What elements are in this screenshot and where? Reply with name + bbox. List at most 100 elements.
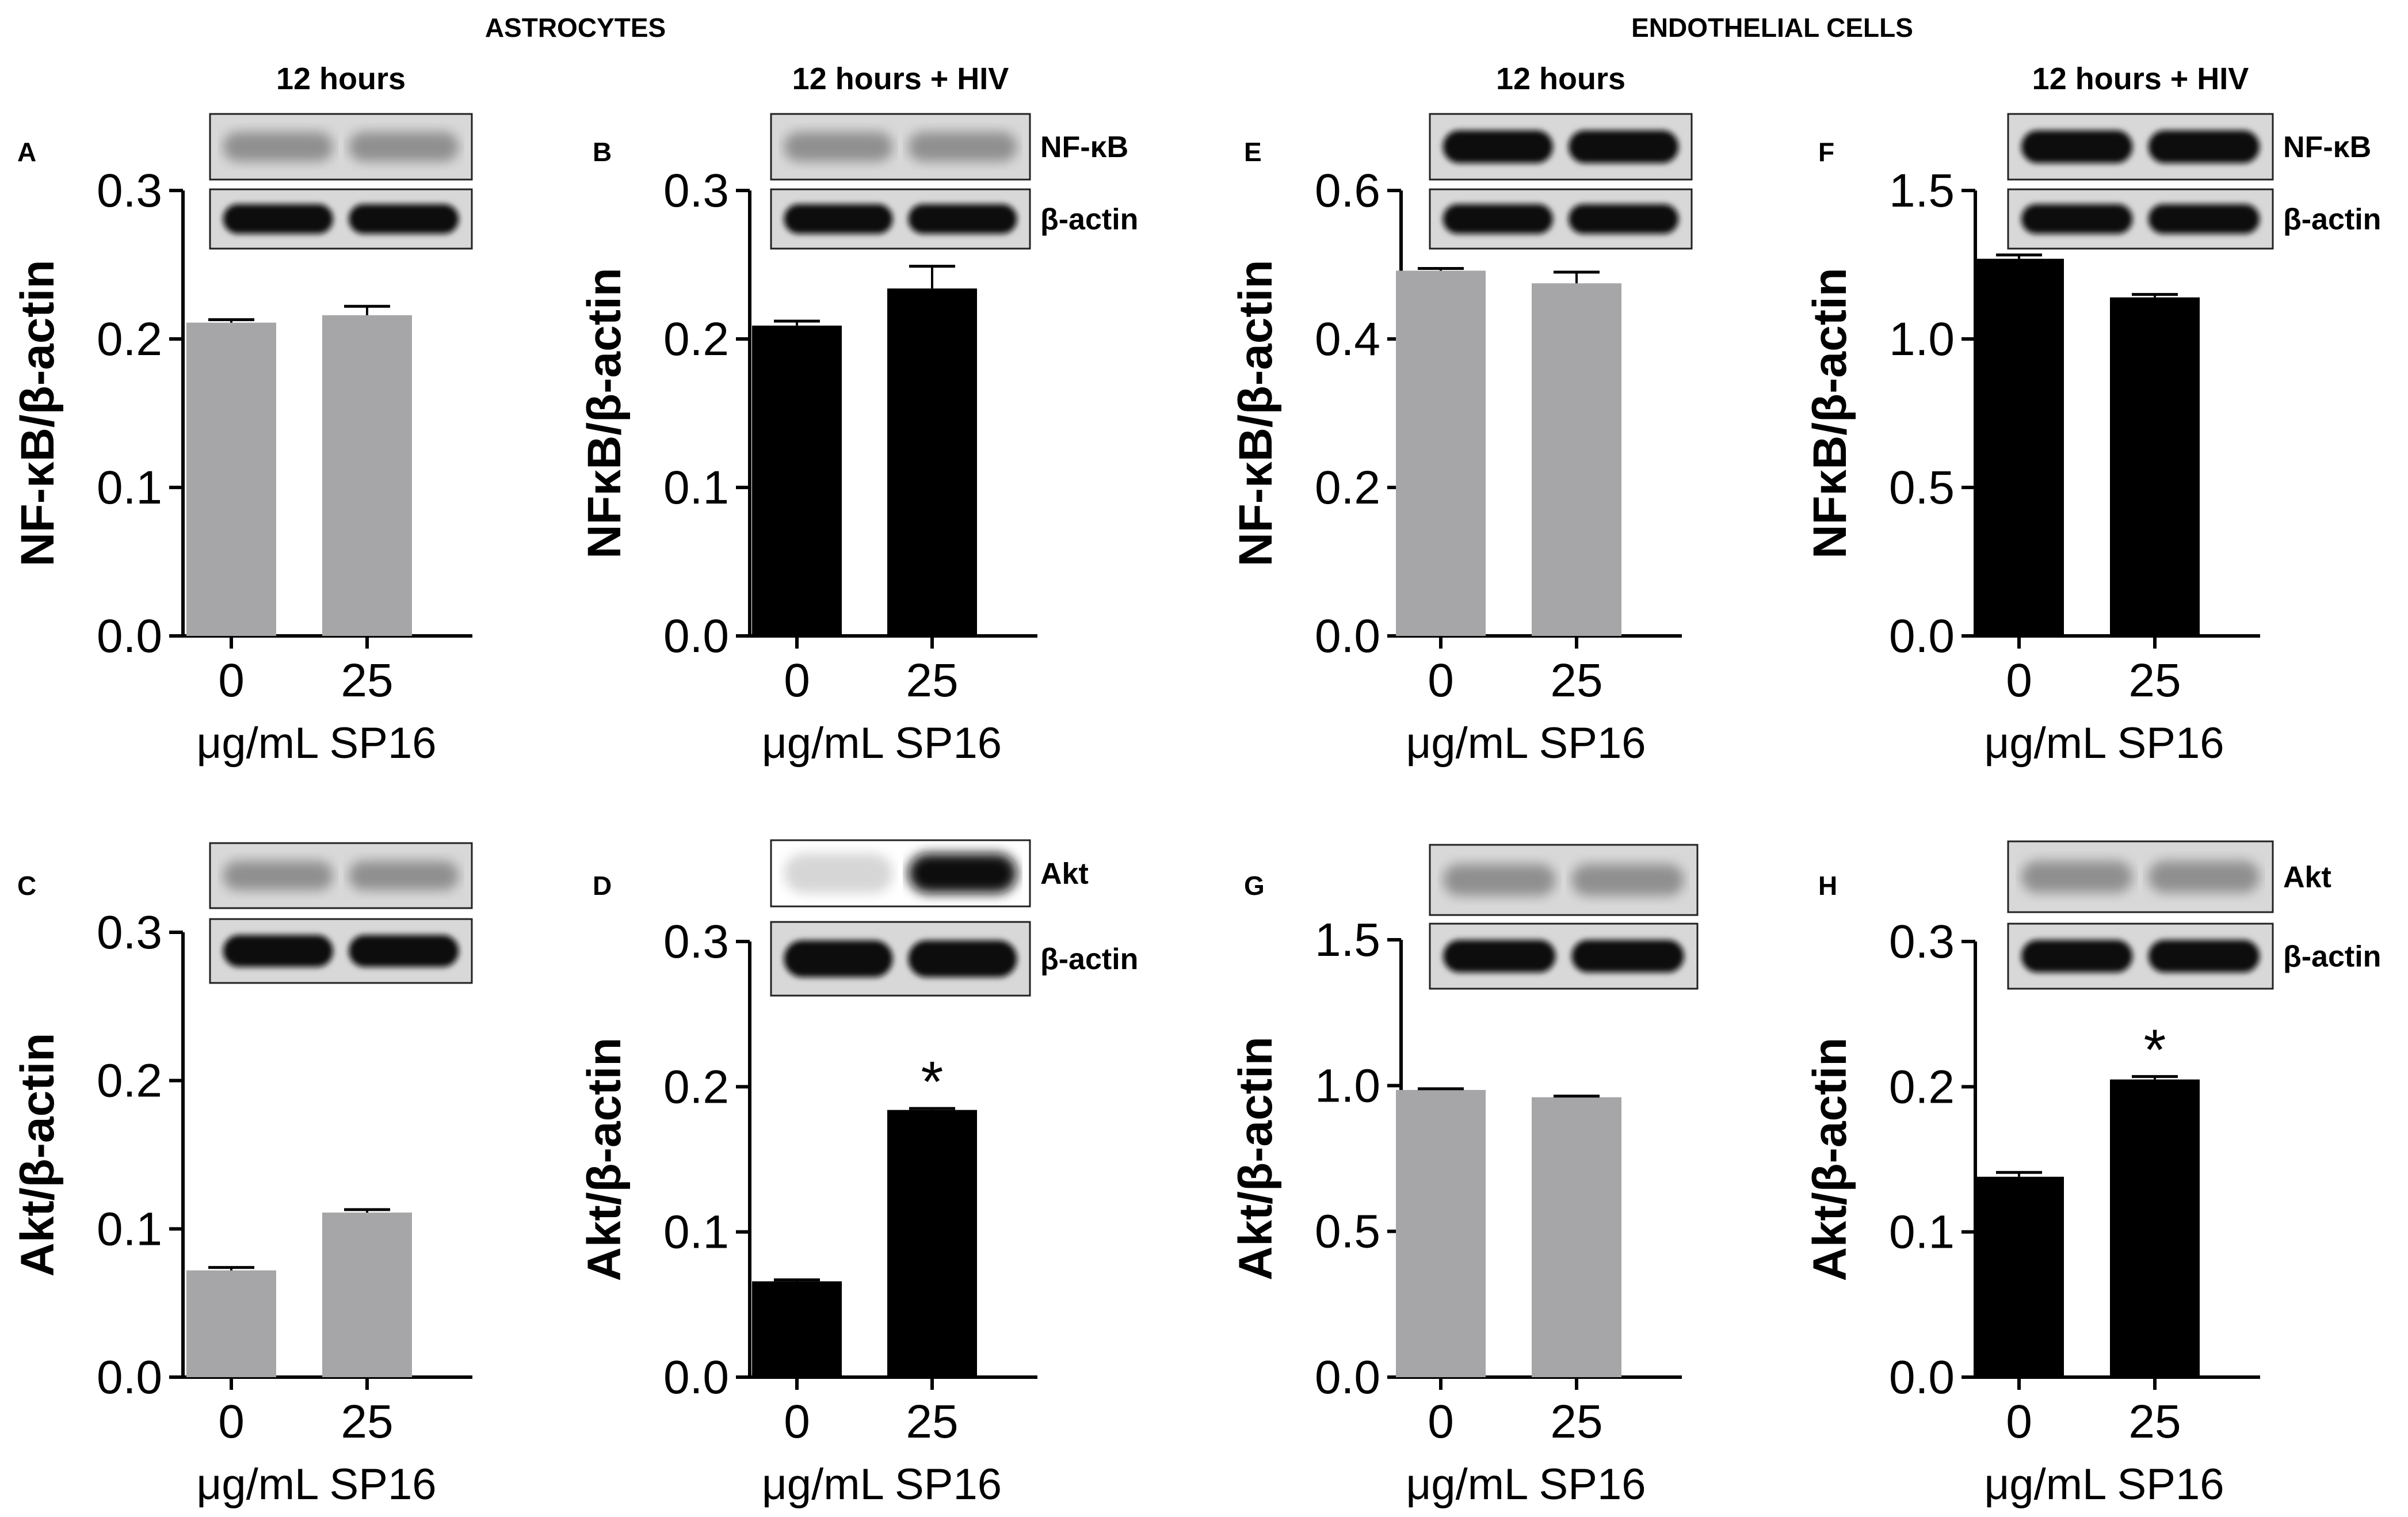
y-tick-label: 0.0	[1315, 1351, 1380, 1404]
panel-letter: A	[17, 137, 36, 167]
y-tick-label: 0.3	[97, 165, 162, 217]
beta-actin-blot	[209, 188, 473, 250]
y-tick-label: 0.2	[663, 313, 729, 365]
target-blot-band-1	[908, 853, 1017, 893]
beta-actin-blot	[770, 921, 1031, 997]
significance-marker: *	[2144, 1018, 2166, 1083]
y-tick-label: 0.2	[1315, 462, 1380, 514]
chart-panel-d: D Akt β-actin 0.0 0.1 0.2 0.3 0 25 * μg/mL SP16 Akt…	[578, 839, 1138, 1509]
y-tick-label: 0.1	[97, 462, 162, 514]
target-blot	[770, 113, 1031, 181]
beta-actin-blot-band-1	[908, 204, 1017, 234]
target-blot-band-1	[1571, 864, 1684, 896]
x-axis-label: μg/mL SP16	[762, 719, 1002, 768]
target-blot-band-0	[2021, 130, 2133, 163]
bar-0	[1974, 258, 2064, 636]
x-tick-label: 0	[218, 1396, 245, 1448]
chart-panel-c: C 0.0 0.1 0.2 0.3 0 25 μg/mL SP16 Akt/β-actin	[12, 842, 473, 1509]
beta-actin-blot	[1429, 923, 1699, 990]
bar-25	[1532, 1097, 1621, 1377]
x-tick-label: 25	[1550, 1396, 1602, 1448]
y-tick-label: 0.0	[663, 610, 729, 662]
y-tick-label: 0.5	[1315, 1206, 1380, 1258]
bar-25	[322, 1212, 412, 1377]
panel-letter: D	[593, 871, 612, 901]
blot-label: β-actin	[2283, 203, 2381, 237]
blot-label: β-actin	[1040, 943, 1138, 976]
target-blot	[1429, 113, 1693, 181]
x-axis-label: μg/mL SP16	[197, 719, 437, 768]
condition-title: 12 hours + HIV	[792, 62, 1009, 96]
beta-actin-blot	[209, 918, 473, 984]
beta-actin-blot-band-0	[223, 935, 333, 967]
x-tick-label: 0	[784, 1396, 810, 1448]
bar-25	[2110, 297, 2200, 636]
x-tick-label: 0	[218, 654, 245, 707]
y-tick-label: 0.3	[1889, 916, 1955, 968]
target-blot-band-0	[1443, 864, 1556, 896]
beta-actin-blot-band-1	[908, 940, 1017, 977]
y-tick-label: 1.0	[1315, 1059, 1380, 1112]
bar-0	[1974, 1176, 2064, 1377]
beta-actin-blot-band-0	[2021, 204, 2133, 234]
bar-0	[1396, 1089, 1486, 1377]
panel-letter: C	[17, 871, 36, 901]
y-tick-label: 0.2	[97, 1055, 162, 1107]
x-axis-label: μg/mL SP16	[1985, 1460, 2224, 1509]
blot-label: β-actin	[1040, 203, 1138, 237]
x-tick-label: 0	[2006, 654, 2032, 707]
x-axis-label: μg/mL SP16	[762, 1460, 1002, 1509]
target-blot-band-1	[2148, 130, 2260, 163]
bar-25	[2110, 1079, 2200, 1377]
y-tick-label: 0.3	[97, 906, 162, 959]
target-blot-band-1	[2148, 860, 2260, 893]
target-blot-band-0	[223, 861, 333, 890]
y-tick-label: 0.3	[663, 165, 729, 217]
target-blot	[209, 113, 473, 181]
beta-actin-blot	[2007, 188, 2274, 250]
y-tick-label: 0.4	[1315, 313, 1380, 365]
bar-0	[752, 1281, 842, 1377]
y-tick-label: 0.0	[1889, 610, 1955, 662]
target-blot	[2007, 840, 2274, 913]
bar-0	[186, 1270, 276, 1377]
beta-actin-blot-band-0	[223, 204, 333, 234]
beta-actin-blot-band-1	[349, 935, 459, 967]
beta-actin-blot	[770, 188, 1031, 250]
x-tick-label: 25	[906, 654, 958, 707]
y-tick-label: 0.2	[97, 313, 162, 365]
beta-actin-blot-band-0	[1443, 940, 1556, 973]
y-tick-label: 1.5	[1315, 914, 1380, 966]
y-tick-label: 0.1	[663, 462, 729, 514]
y-tick-label: 0.2	[663, 1061, 729, 1113]
x-axis-label: μg/mL SP16	[197, 1460, 437, 1509]
x-tick-label: 25	[341, 654, 393, 707]
beta-actin-blot-band-1	[2148, 940, 2260, 973]
y-tick-label: 1.0	[1889, 313, 1955, 365]
blot-label: β-actin	[2283, 940, 2381, 974]
beta-actin-blot-band-0	[784, 204, 893, 234]
y-tick-label: 0.1	[1889, 1206, 1955, 1259]
target-blot-band-0	[2021, 860, 2133, 893]
y-tick-label: 0.0	[97, 610, 162, 662]
beta-actin-blot-band-1	[2148, 204, 2260, 234]
blot-label: NF-κB	[2283, 131, 2371, 164]
x-tick-label: 25	[1550, 654, 1602, 707]
x-tick-label: 25	[341, 1396, 393, 1448]
chart-panel-e: E 12 hours 0.0 0.2 0.4 0.6 0 25 μg/mL SP16 NF-κB/…	[1230, 62, 1693, 768]
blot-label: Akt	[2283, 861, 2331, 894]
condition-title: 12 hours	[1496, 62, 1625, 96]
target-blot-band-1	[1569, 130, 1679, 163]
bar-0	[186, 322, 276, 636]
beta-actin-blot-band-1	[1571, 940, 1684, 973]
x-tick-label: 25	[2128, 654, 2181, 707]
y-axis-label: Akt/β-actin	[578, 1038, 631, 1282]
target-blot-band-1	[908, 132, 1017, 162]
x-tick-label: 0	[2006, 1396, 2032, 1448]
y-tick-label: 0.5	[1889, 462, 1955, 514]
y-tick-label: 0.0	[1315, 610, 1380, 662]
condition-title: 12 hours	[276, 62, 406, 96]
bar-0	[1396, 270, 1486, 636]
y-tick-label: 0.1	[97, 1203, 162, 1255]
beta-actin-blot-band-0	[784, 940, 893, 977]
